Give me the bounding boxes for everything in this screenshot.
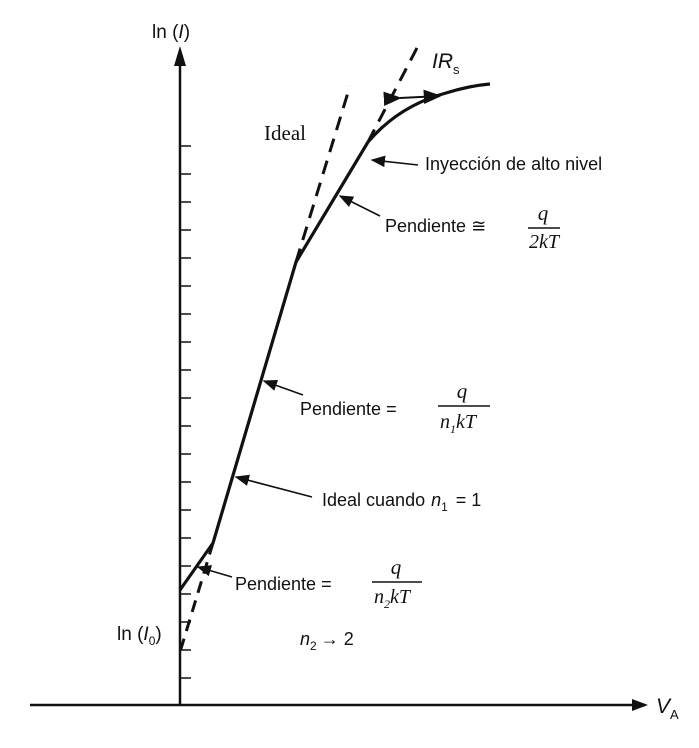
high-injection-label: Inyección de alto nivel xyxy=(425,154,602,174)
y-axis-ticks xyxy=(180,145,191,679)
pointer-arrow-slope-n1 xyxy=(262,379,304,396)
svg-text:q: q xyxy=(538,201,549,225)
x-axis-label: VA xyxy=(656,695,679,722)
origin-current-label: ln (I0) xyxy=(117,624,162,648)
iv-characteristic-curve xyxy=(178,141,370,591)
ideal-dashed-line-upper xyxy=(294,85,352,263)
pointer-arrow-slope-n2 xyxy=(196,565,233,578)
y-axis-label: ln (I) xyxy=(152,22,190,43)
irs-label: IRs xyxy=(432,50,460,77)
svg-text:q: q xyxy=(457,379,468,403)
y-axis-arrowhead xyxy=(174,46,186,66)
svg-text:Pendiente =: Pendiente = xyxy=(300,399,397,419)
svg-text:Pendiente =: Pendiente = xyxy=(235,574,332,594)
svg-text:n2kT: n2kT xyxy=(374,586,412,611)
n2-limit-label: n2 → 2 xyxy=(300,629,354,653)
slope-n2-label: Pendiente = q n2kT xyxy=(235,555,422,611)
ideal-dashed-line-lower xyxy=(178,542,215,653)
slope-n1-label: Pendiente = q n1kT xyxy=(300,379,490,436)
svg-text:Pendiente ≅: Pendiente ≅ xyxy=(385,216,486,236)
series-resistance-dashed-line xyxy=(366,45,420,143)
pointer-arrow-slope-high xyxy=(338,195,381,217)
x-axis-arrowhead xyxy=(632,699,648,711)
svg-text:2kT: 2kT xyxy=(529,231,561,253)
irs-gap-arrow xyxy=(383,89,442,107)
ideal-when-n1-label: Ideal cuando n1 = 1 xyxy=(322,490,481,514)
svg-text:n1kT: n1kT xyxy=(440,411,478,436)
pointer-arrow-ideal-when xyxy=(234,474,313,498)
ideal-label: Ideal xyxy=(264,121,306,145)
iv-characteristic-rolloff xyxy=(366,82,491,144)
slope-high-injection-label: Pendiente ≅ q 2kT xyxy=(385,201,561,253)
pointer-arrow-high-injection xyxy=(370,155,419,168)
svg-text:q: q xyxy=(391,555,402,579)
